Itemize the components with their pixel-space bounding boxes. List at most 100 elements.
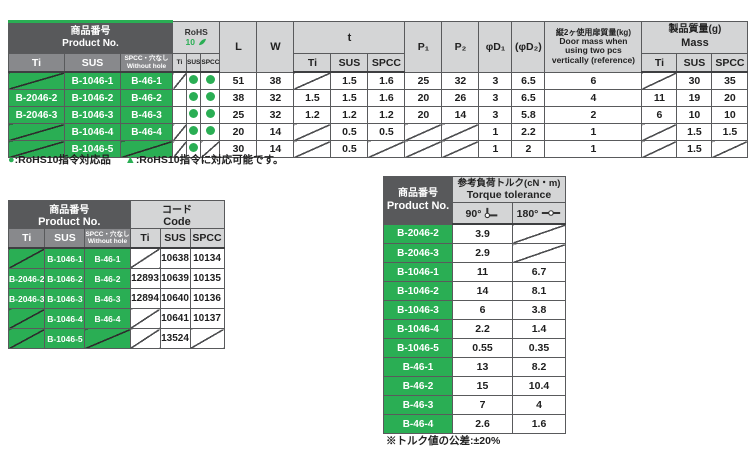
- value-cell: 32: [256, 89, 295, 107]
- rohs-cell: [200, 123, 221, 141]
- product-cell: B-46-1: [120, 71, 173, 90]
- code-table-body: B-1046-1 B-46-1 10638 10134 B-2046-2 B-1046-2…: [7, 247, 225, 349]
- value-cell: 38: [219, 89, 258, 107]
- empty-cell: [7, 308, 46, 329]
- value-cell: 1.5: [711, 123, 749, 141]
- value-cell: 10: [711, 106, 749, 124]
- torque-label-jp: 参考負荷トルク(cN・m): [457, 177, 561, 189]
- rohs-group-header: RoHS 10: [171, 21, 221, 54]
- col-header-p1: P₁: [404, 21, 443, 73]
- value-cell: 20: [219, 123, 258, 141]
- value-cell: 12894: [129, 288, 161, 309]
- spec-table-body: B-1046-1 B-46-1 51 38 1.5 1.6 25 32 3 6.5 6 30 35 B-2…: [8, 71, 749, 158]
- t-col-sus: SUS: [330, 53, 369, 73]
- rohs-dot-icon: [189, 109, 199, 118]
- table-row: B-1046-1 11 6.7: [383, 262, 566, 282]
- door-mass-en3: vertically (reference): [551, 55, 636, 66]
- value-cell: 1.6: [367, 71, 406, 90]
- product-cell: B-2046-2: [7, 268, 46, 289]
- value-cell: 2: [511, 140, 546, 158]
- value-cell: 11: [452, 262, 513, 282]
- table-row: B-2046-2 B-1046-2 B-46-2 12893 10639 10135: [7, 268, 225, 289]
- value-cell: 10: [676, 106, 713, 124]
- door-mass-en1: Door mass when: [559, 35, 628, 46]
- empty-cell: [512, 223, 566, 244]
- code-col-ti: Ti: [129, 228, 161, 249]
- value-cell: 1.6: [367, 89, 406, 107]
- empty-cell: [200, 140, 221, 158]
- spcc-hole-jp: SPCC・穴なし: [124, 55, 169, 63]
- rohs-triangle-text: :RoHS10指令に対応可能です。: [135, 154, 284, 166]
- spcc-hole-en: Without hole: [126, 62, 167, 70]
- table-row: B-1046-2 14 8.1: [383, 281, 566, 301]
- product-cell: B-1046-2: [44, 268, 86, 289]
- code-table: 商品番号 Product No. コード Code Ti SUS SPCC・穴な…: [7, 200, 225, 349]
- rohs-cell: [200, 106, 221, 124]
- empty-cell: [404, 123, 443, 141]
- empty-cell: [172, 123, 187, 141]
- rohs-dot-icon: [189, 143, 199, 152]
- product-cell: B-46-3: [120, 106, 173, 124]
- table-row: B-46-2 15 10.4: [383, 376, 566, 396]
- product-cell: B-1046-5: [383, 338, 453, 358]
- leaf-icon: [198, 39, 207, 46]
- value-cell: 1.5: [330, 89, 369, 107]
- product-col-ti: Ti: [8, 53, 65, 73]
- empty-cell: [367, 140, 406, 158]
- value-cell: 1.6: [512, 414, 566, 434]
- value-cell: 2: [544, 106, 643, 124]
- empty-cell: [172, 106, 187, 124]
- table-row: B-1046-4 2.2 1.4: [383, 319, 566, 339]
- product-cell: B-2046-3: [383, 243, 453, 263]
- product-cell: B-46-2: [383, 376, 453, 396]
- value-cell: 8.2: [512, 357, 566, 377]
- mass-col-sus: SUS: [676, 53, 713, 73]
- rohs-dot-icon: [189, 92, 199, 101]
- product-cell: B-1046-2: [64, 89, 121, 107]
- product-cell: B-46-4: [84, 308, 131, 329]
- empty-cell: [8, 140, 65, 158]
- rohs-legend: ●:RoHS10指令対応品 ▲:RoHS10指令に対応可能です。: [8, 152, 284, 167]
- code-spcc-jp: SPCC・穴なし: [85, 230, 130, 238]
- value-cell: 3: [478, 89, 513, 107]
- table-row: B-1046-4 B-46-4 20 14 0.5 0.5 1 2.2 1 1.5 1.5: [8, 123, 749, 141]
- product-no-label-en: Product No.: [62, 38, 119, 49]
- value-cell: 10.4: [512, 376, 566, 396]
- code-product-col-spcc: SPCC・穴なし Without hole: [84, 228, 131, 249]
- product-cell: B-1046-5: [64, 140, 121, 158]
- value-cell: 4: [544, 89, 643, 107]
- empty-cell: [441, 140, 480, 158]
- value-cell: 11: [641, 89, 678, 107]
- col-header-d2: (φD₂): [511, 21, 546, 73]
- product-cell: B-46-1: [84, 247, 131, 269]
- value-cell: 10640: [159, 288, 191, 309]
- deg-90-label: 90°: [465, 208, 482, 220]
- value-cell: 5.8: [511, 106, 546, 124]
- code-product-col-ti: Ti: [7, 228, 46, 249]
- empty-cell: [129, 308, 161, 329]
- value-cell: 4: [512, 395, 566, 415]
- table-row: B-2046-2 3.9: [383, 223, 566, 244]
- value-cell: 10638: [159, 247, 191, 269]
- value-cell: 26: [441, 89, 480, 107]
- empty-cell: [404, 140, 443, 158]
- product-cell: B-46-3: [84, 288, 131, 309]
- mass-col-ti: Ti: [641, 53, 678, 73]
- mass-group-header: 製品質量(g) Mass: [641, 21, 749, 54]
- value-cell: 10135: [189, 268, 225, 289]
- empty-cell: [129, 247, 161, 269]
- product-cell: B-2046-2: [383, 223, 453, 244]
- value-cell: 14: [256, 140, 295, 158]
- value-cell: 13: [452, 357, 513, 377]
- empty-cell: [512, 243, 566, 263]
- value-cell: 6: [641, 106, 678, 124]
- hinge-180-icon: [542, 209, 561, 216]
- value-cell: 1: [478, 123, 513, 141]
- mass-label-jp: 製品質量(g): [668, 24, 722, 36]
- code-product-en: Product No.: [38, 216, 101, 228]
- rohs-ten-row: 10: [174, 37, 219, 47]
- value-cell: 6: [452, 300, 513, 320]
- value-cell: 1.2: [293, 106, 332, 124]
- table-row: B-1046-5 30 14 0.5 1 2 1 1.5: [8, 140, 749, 158]
- value-cell: 0.5: [367, 123, 406, 141]
